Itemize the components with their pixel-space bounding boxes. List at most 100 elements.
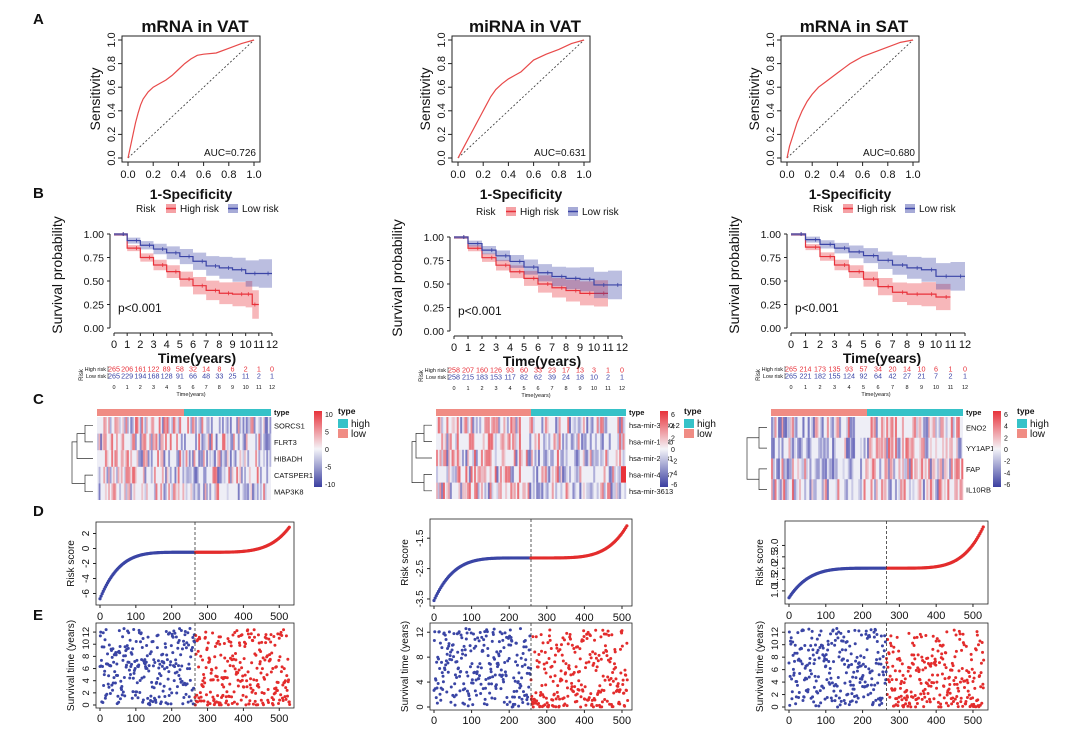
survival-time-point bbox=[915, 701, 919, 705]
survival-time-point bbox=[288, 703, 292, 707]
survival-time-point bbox=[461, 652, 465, 656]
heatmap-cell-stripe bbox=[903, 458, 906, 480]
heatmap-cell-stripe bbox=[882, 479, 885, 500]
survival-time-point bbox=[216, 639, 220, 643]
heatmap-cell-stripe bbox=[793, 417, 796, 438]
heatmap-row-label: SORCS1 bbox=[274, 421, 305, 430]
panel-letter-d: D bbox=[33, 503, 44, 520]
survival-time-point bbox=[605, 649, 609, 653]
heatmap-cell-stripe bbox=[879, 458, 882, 480]
heatmap-cell-stripe bbox=[922, 417, 925, 438]
heatmap-cell-stripe bbox=[833, 458, 836, 480]
survival-time-point bbox=[583, 685, 587, 689]
survival-time-point bbox=[204, 666, 208, 670]
heatmap-cell-stripe bbox=[202, 433, 205, 451]
survival-time-point bbox=[555, 646, 559, 650]
heatmap-cell-stripe bbox=[259, 433, 262, 451]
risk-table-row-name: High risk bbox=[425, 368, 447, 374]
heatmap-cell-stripe bbox=[106, 466, 109, 484]
heatmap-cell-stripe bbox=[193, 450, 196, 467]
heatmap-cell-stripe bbox=[269, 417, 272, 434]
heatmap-cell-stripe bbox=[819, 417, 822, 438]
heatmap-cell-stripe bbox=[537, 449, 540, 467]
survival-time-point bbox=[521, 700, 525, 704]
survival-time-point bbox=[180, 664, 184, 668]
survival-time-point bbox=[202, 699, 206, 703]
survival-time-point bbox=[817, 704, 821, 708]
survival-time-point bbox=[914, 705, 918, 709]
heatmap-cell-stripe bbox=[936, 479, 939, 500]
heatmap-cell-stripe bbox=[563, 466, 566, 483]
heatmap-row bbox=[441, 433, 625, 450]
survival-time-point bbox=[871, 700, 875, 704]
survival-time-point bbox=[872, 635, 876, 639]
survival-time-point bbox=[948, 691, 952, 695]
heatmap-cell-stripe bbox=[579, 466, 582, 483]
survival-time-point bbox=[102, 645, 106, 649]
km-x-tick-label: 8 bbox=[904, 339, 910, 351]
heatmap-cell-stripe bbox=[825, 479, 828, 500]
survival-time-y-tick-label: 6 bbox=[770, 667, 781, 672]
heatmap-cell-stripe bbox=[524, 482, 527, 499]
heatmap-cell-stripe bbox=[894, 479, 897, 500]
heatmap-cell-stripe bbox=[617, 417, 620, 434]
survival-time-point bbox=[606, 675, 610, 679]
survival-time-point bbox=[873, 628, 877, 632]
roc-xlabel: 1-Specificity bbox=[150, 186, 233, 202]
risk-table-cell: 3 bbox=[592, 366, 596, 375]
survival-time-point bbox=[956, 686, 960, 690]
survival-time-point bbox=[916, 653, 920, 657]
survival-time-point bbox=[857, 629, 861, 633]
heatmap-cell-stripe bbox=[266, 433, 269, 451]
survival-time-point bbox=[593, 698, 597, 702]
survival-time-point bbox=[266, 700, 270, 704]
survival-time-point bbox=[542, 695, 546, 699]
risk-table-cell: 221 bbox=[800, 372, 812, 381]
heatmap-cell-stripe bbox=[914, 417, 917, 438]
survival-time-point bbox=[204, 693, 208, 697]
survival-time-point bbox=[271, 703, 275, 707]
survival-time-point bbox=[596, 659, 600, 663]
risk-table-tick: 10 bbox=[243, 385, 249, 391]
heatmap-cell-stripe bbox=[551, 482, 554, 499]
heatmap-cell-stripe bbox=[221, 417, 224, 434]
survival-time-point bbox=[945, 693, 949, 697]
km-confidence-band bbox=[114, 234, 259, 320]
heatmap-cell-stripe bbox=[141, 417, 144, 434]
heatmap-cell-stripe bbox=[898, 437, 901, 459]
heatmap-cell-stripe bbox=[158, 417, 161, 434]
heatmap-cell-stripe bbox=[215, 466, 218, 484]
heatmap-cell-stripe bbox=[601, 449, 604, 467]
heatmap-cell-stripe bbox=[130, 450, 133, 467]
survival-time-point bbox=[829, 696, 833, 700]
survival-time-point bbox=[485, 703, 489, 707]
heatmap-cell-stripe bbox=[142, 433, 145, 451]
survival-time-point bbox=[118, 651, 122, 655]
survival-time-point bbox=[246, 628, 250, 632]
survival-time-point bbox=[279, 693, 283, 697]
risk-table-tick: 0 bbox=[112, 385, 115, 391]
survival-time-point bbox=[906, 669, 910, 673]
survival-time-point bbox=[799, 659, 803, 663]
survival-time-point bbox=[236, 684, 240, 688]
survival-time-point bbox=[807, 675, 811, 679]
risk-score-y-tick-label: 0 bbox=[81, 545, 92, 551]
survival-time-point bbox=[940, 652, 944, 656]
heatmap-cell-stripe bbox=[833, 437, 836, 459]
km-legend-title: Risk bbox=[136, 204, 156, 215]
heatmap-cell-stripe bbox=[786, 479, 789, 500]
survival-time-point bbox=[896, 704, 900, 708]
survival-time-point bbox=[252, 628, 256, 632]
survival-time-point bbox=[133, 666, 137, 670]
survival-time-point bbox=[879, 698, 883, 702]
survival-time-point bbox=[123, 654, 127, 658]
risk-score-x-tick-label: 400 bbox=[234, 611, 252, 623]
survival-time-point bbox=[517, 695, 521, 699]
risk-table-row-name: High risk bbox=[762, 367, 784, 373]
heatmap-cell-stripe bbox=[924, 458, 927, 480]
heatmap-cell-stripe bbox=[226, 433, 229, 451]
heatmap-cell-stripe bbox=[161, 466, 164, 484]
survival-time-point bbox=[967, 671, 971, 675]
survival-time-point bbox=[249, 686, 253, 690]
